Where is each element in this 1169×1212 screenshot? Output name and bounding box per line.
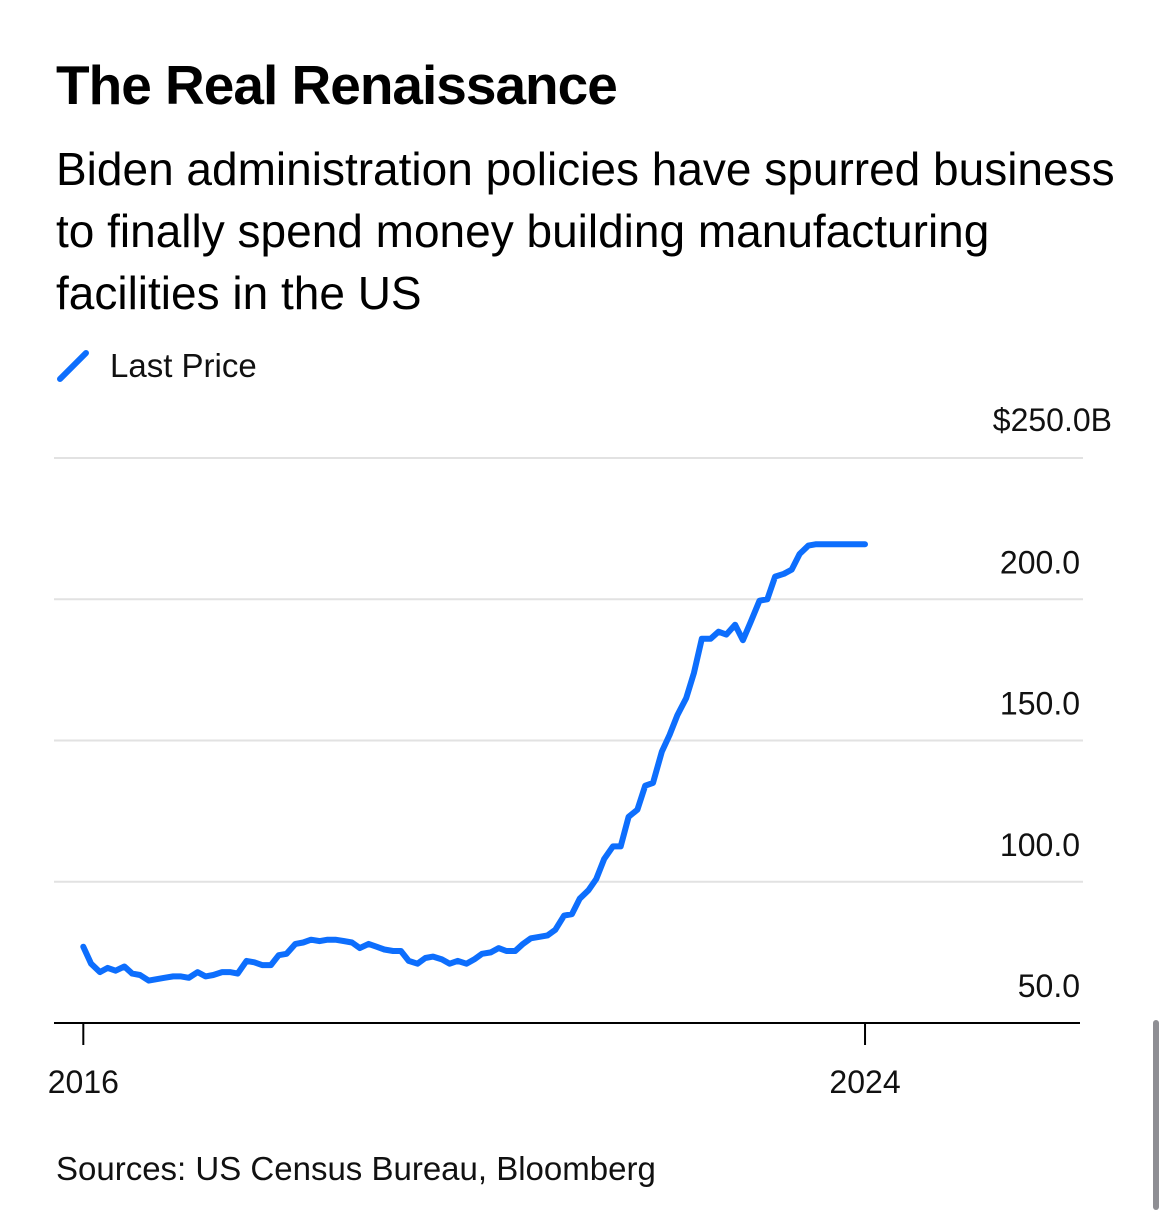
source-note: Sources: US Census Bureau, Bloomberg bbox=[56, 1150, 656, 1187]
y-tick-label: 50.0 bbox=[1018, 968, 1080, 1004]
chart-title: The Real Renaissance bbox=[56, 54, 618, 116]
y-tick-label: 100.0 bbox=[1000, 827, 1080, 863]
legend-label: Last Price bbox=[110, 347, 257, 384]
scrollbar[interactable] bbox=[1153, 1020, 1159, 1210]
gridlines bbox=[54, 457, 1083, 883]
chart-subtitle: Biden administration policies have spurr… bbox=[56, 143, 1115, 319]
legend: Last Price bbox=[56, 344, 257, 388]
y-axis-unit-label: $250.0B bbox=[993, 402, 1112, 438]
y-axis-labels: 50.0 100.0 150.0 200.0 bbox=[1000, 544, 1080, 1004]
x-axis-ticks: 2016 2024 bbox=[48, 1023, 901, 1100]
y-tick-label: 200.0 bbox=[1000, 544, 1080, 580]
x-tick-label: 2024 bbox=[829, 1064, 900, 1100]
legend-line-icon bbox=[57, 350, 89, 382]
y-tick-label: 150.0 bbox=[1000, 686, 1080, 722]
x-tick-label: 2016 bbox=[48, 1064, 119, 1100]
series-group bbox=[80, 541, 868, 984]
series-line-last-price bbox=[80, 541, 868, 984]
